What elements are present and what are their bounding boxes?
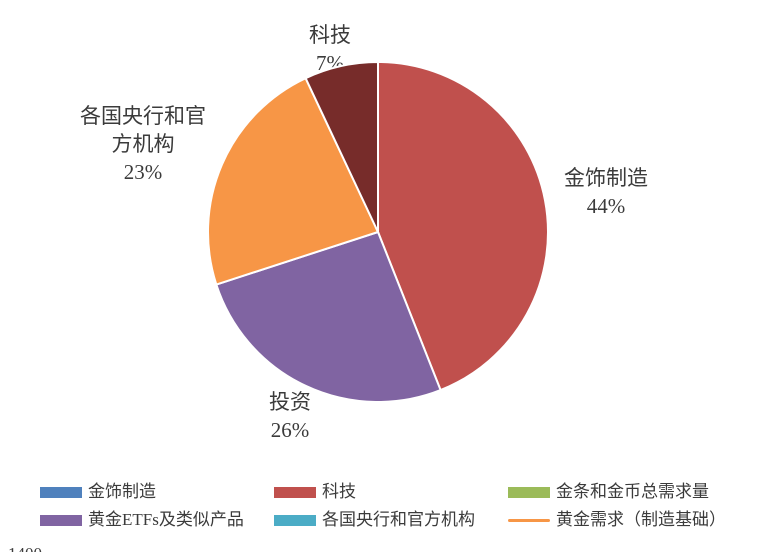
legend: 金饰制造 科技 金条和金币总需求量 黄金ETFs及类似产品 各国央行和官方机构 …	[40, 478, 768, 534]
legend-label: 金条和金币总需求量	[556, 482, 709, 502]
legend-item-6: 黄金需求（制造基础）	[508, 506, 768, 534]
legend-label: 科技	[322, 482, 356, 502]
legend-swatch	[274, 515, 316, 526]
legend-label: 黄金ETFs及类似产品	[88, 510, 244, 530]
legend-swatch	[40, 515, 82, 526]
legend-label: 金饰制造	[88, 482, 156, 502]
legend-item-1: 金饰制造	[40, 478, 274, 506]
legend-item-5: 各国央行和官方机构	[274, 506, 508, 534]
legend-swatch	[508, 487, 550, 498]
legend-swatch	[274, 487, 316, 498]
legend-label: 各国央行和官方机构	[322, 510, 475, 530]
legend-line-marker	[508, 519, 550, 522]
legend-swatch	[40, 487, 82, 498]
legend-item-4: 黄金ETFs及类似产品	[40, 506, 274, 534]
legend-label: 黄金需求（制造基础）	[556, 510, 726, 530]
pie-slices	[208, 62, 548, 402]
legend-item-2: 科技	[274, 478, 508, 506]
legend-item-3: 金条和金币总需求量	[508, 478, 768, 506]
